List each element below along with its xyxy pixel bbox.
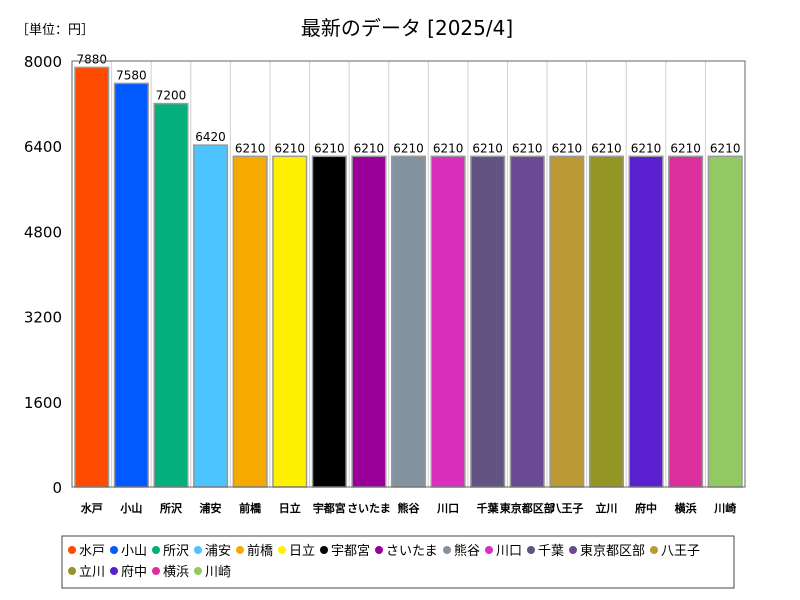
data-label: 6210 (235, 141, 266, 155)
x-tick-label: 浦安 (200, 501, 222, 515)
legend-item: 立川 (79, 565, 105, 580)
bar (193, 144, 229, 488)
data-label: 6210 (393, 141, 424, 155)
bar (430, 155, 466, 488)
x-tick-label: 横浜 (675, 501, 697, 515)
legend-marker (68, 546, 76, 554)
legend-item: 水戸 (79, 544, 105, 559)
x-tick-label: 川崎 (713, 501, 736, 515)
legend-item: 所沢 (163, 544, 189, 559)
chart-title: 最新のデータ [2025/4] (301, 16, 513, 40)
bar (74, 66, 110, 488)
x-tick-label: 日立 (279, 501, 301, 515)
x-tick-label: 川口 (436, 502, 459, 515)
data-label: 7580 (116, 68, 147, 82)
y-tick-label: 3200 (24, 309, 62, 327)
plot-area: 0 1600 3200 4800 6400 8000 7880 水戸 7580 小山 7200 所沢 6… (24, 52, 746, 515)
legend-marker (68, 567, 76, 575)
y-tick-label: 6400 (24, 138, 62, 156)
legend-item: 熊谷 (454, 543, 480, 559)
data-label: 7200 (156, 89, 187, 103)
legend-item: 日立 (289, 544, 315, 559)
data-label: 6210 (433, 141, 464, 155)
x-tick-label: 小山 (119, 501, 142, 515)
data-label: 6210 (631, 141, 662, 155)
legend-item: 浦安 (205, 544, 231, 559)
legend-box (61, 535, 735, 589)
legend-marker (152, 567, 160, 575)
legend-marker (650, 546, 658, 554)
data-label: 6210 (710, 141, 741, 155)
bar (351, 155, 387, 488)
bar (549, 155, 585, 488)
bar (470, 155, 506, 488)
legend-item: 前橋 (247, 543, 273, 559)
data-label: 6210 (472, 141, 503, 155)
plot-border (71, 60, 746, 488)
bar (272, 155, 308, 488)
x-tick-label: 熊谷 (398, 501, 421, 515)
legend-marker (194, 567, 202, 575)
legend-item: 横浜 (163, 565, 189, 580)
legend-item: 川口 (496, 544, 522, 559)
data-label: 6420 (195, 130, 226, 144)
bar (113, 82, 149, 488)
bar (628, 155, 664, 488)
x-tick-label: 前橋 (239, 501, 262, 515)
legend-marker (110, 567, 118, 575)
unit-label: ［単位：円］ (16, 22, 94, 38)
bar (232, 155, 268, 488)
data-label: 6210 (274, 141, 305, 155)
legend-marker (527, 546, 535, 554)
data-label: 6210 (314, 141, 345, 155)
legend-marker (320, 546, 328, 554)
legend-item: 川崎 (205, 565, 231, 580)
legend-marker (375, 546, 383, 554)
data-label: 7880 (77, 52, 108, 66)
x-tick-label: 所沢 (160, 501, 183, 515)
data-label: 6210 (591, 141, 622, 155)
x-tick-label: 府中 (635, 501, 657, 515)
legend-marker (236, 546, 244, 554)
x-tick-label: 水戸 (81, 501, 103, 515)
y-tick-label: 4800 (24, 223, 62, 241)
bar (153, 102, 189, 488)
legend-marker (152, 546, 160, 554)
legend-marker (110, 546, 118, 554)
legend-item: さいたま (386, 544, 438, 559)
data-label: 6210 (670, 141, 701, 155)
data-label: 6210 (552, 141, 583, 155)
bar (390, 155, 427, 488)
legend-marker (194, 546, 202, 554)
x-tick-label: 八王子 (549, 502, 583, 515)
legend-marker (278, 546, 286, 554)
legend-marker (485, 546, 493, 554)
data-label: 6210 (512, 141, 543, 155)
legend-item: 府中 (121, 565, 147, 580)
x-tick-label: さいたま (347, 502, 391, 515)
bar (311, 155, 347, 488)
bar (588, 155, 624, 488)
bar (668, 155, 704, 488)
bar (707, 155, 743, 488)
x-tick-label: 宇都宮 (313, 501, 346, 515)
legend-marker (443, 546, 451, 554)
x-tick-label: 千葉 (477, 501, 500, 515)
data-label: 6210 (354, 141, 385, 155)
y-tick-label: 0 (52, 479, 62, 497)
legend-item: 東京都区部 (580, 543, 645, 559)
legend-item: 小山 (121, 544, 147, 559)
y-tick-label: 8000 (24, 53, 62, 71)
x-tick-label: 東京都区部 (500, 501, 555, 515)
legend-marker (569, 546, 577, 554)
x-tick-label: 立川 (595, 501, 617, 515)
legend-item: 八王子 (661, 544, 700, 559)
y-tick-label: 1600 (24, 394, 62, 412)
legend-item: 千葉 (538, 544, 564, 559)
bar (509, 155, 545, 488)
legend-item: 宇都宮 (331, 543, 370, 559)
